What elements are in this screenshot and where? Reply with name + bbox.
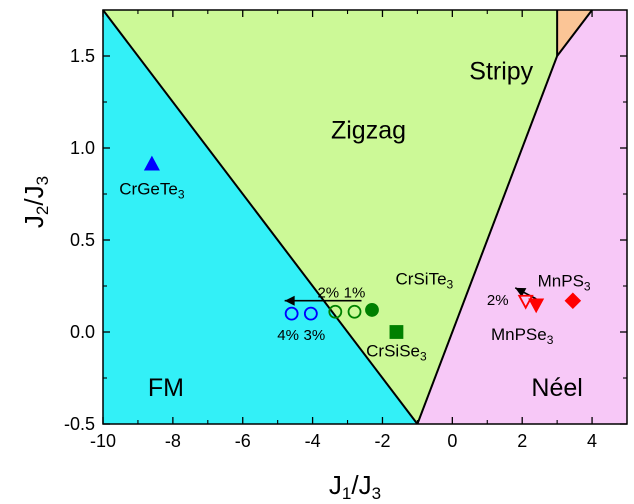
circle-marker — [284, 306, 299, 321]
region-label-neel: Néel — [531, 374, 582, 402]
material-label-main: CrGeTe — [119, 179, 178, 198]
strain-percent-label: 2% — [317, 285, 339, 302]
triangle-up-marker — [143, 155, 160, 171]
axis-title-part: J — [19, 215, 49, 228]
region-zigzag — [103, 10, 558, 424]
material-label-subscript: 3 — [178, 187, 185, 201]
plot-border — [102, 9, 628, 425]
square-marker — [389, 325, 404, 339]
material-label: MnPSe3 — [491, 325, 554, 347]
axis-title-subscript: 1 — [342, 484, 351, 503]
x-tick-label: 4 — [587, 431, 597, 451]
y-tick-label: 0.5 — [70, 230, 95, 250]
y-axis-title: J2/J3 — [19, 176, 52, 228]
region-label-fm: FM — [148, 374, 184, 402]
x-tick-label: -6 — [235, 431, 251, 451]
x-tick-label: -4 — [305, 431, 321, 451]
y-tick-label: -0.5 — [64, 414, 95, 434]
phase-regions — [103, 10, 627, 424]
x-axis-title: J1/J3 — [329, 470, 381, 503]
boundary-line — [102, 9, 419, 425]
axis-title-subscript: 3 — [33, 176, 52, 185]
chart-labels: FMZigzagNéelStripyCrGeTe3CrSiTe3CrSiSe3M… — [119, 58, 591, 402]
boundary-line — [556, 9, 593, 57]
strain-percent-label: 2% — [487, 292, 509, 309]
phase-boundaries — [102, 9, 593, 425]
strain-percent-label: 4% — [277, 327, 299, 344]
circle-marker — [347, 304, 362, 319]
axis-title-part: J — [329, 470, 342, 500]
x-tick-label: 2 — [517, 431, 527, 451]
region-label-zigzag: Zigzag — [331, 117, 406, 145]
axis-title-subscript: 2 — [33, 206, 52, 215]
y-tick-label: 0.0 — [70, 322, 95, 342]
y-tick-label: 1.5 — [70, 46, 95, 66]
circle-marker — [328, 304, 343, 319]
material-label: CrGeTe3 — [119, 179, 185, 201]
triangle-down-marker — [517, 294, 534, 310]
circle-marker — [303, 306, 318, 321]
material-label-subscript: 3 — [420, 349, 427, 363]
strain-percent-label: 1% — [344, 285, 366, 302]
material-label-main: CrSiSe — [366, 341, 420, 360]
axis-title-part: /J — [351, 470, 371, 500]
material-label-subscript: 3 — [447, 278, 454, 292]
strain-percent-label: 3% — [304, 327, 326, 344]
material-label: MnPS3 — [538, 271, 591, 293]
strain-arrow-head — [284, 295, 295, 306]
boundary-line — [416, 55, 559, 425]
material-label-main: MnPSe — [491, 325, 547, 344]
circle-marker — [365, 303, 379, 317]
axis-title-part: /J — [19, 185, 49, 205]
region-neel — [417, 10, 627, 424]
diamond-marker — [564, 292, 582, 309]
material-label-main: CrSiTe — [396, 270, 447, 289]
strain-arrow-head — [515, 287, 527, 297]
material-label: CrSiSe3 — [366, 341, 427, 363]
material-label-main: MnPS — [538, 271, 584, 290]
x-tick-label: 0 — [447, 431, 457, 451]
material-label: CrSiTe3 — [396, 270, 454, 292]
x-tick-label: -10 — [90, 431, 116, 451]
material-label-subscript: 3 — [547, 333, 554, 347]
x-tick-label: -2 — [374, 431, 390, 451]
axis-title-subscript: 3 — [372, 484, 381, 503]
triangle-down-marker — [528, 298, 545, 314]
region-label-stripy: Stripy — [469, 58, 533, 86]
material-label-subscript: 3 — [584, 279, 591, 293]
x-tick-label: -8 — [165, 431, 181, 451]
y-tick-label: 1.0 — [70, 138, 95, 158]
plot-frame — [102, 9, 628, 425]
strain-arrows — [284, 287, 537, 306]
material-points — [143, 155, 582, 339]
